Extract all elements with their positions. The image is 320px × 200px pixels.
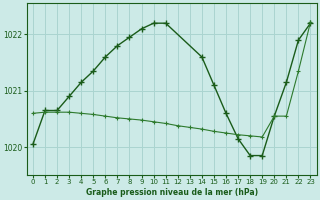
- X-axis label: Graphe pression niveau de la mer (hPa): Graphe pression niveau de la mer (hPa): [86, 188, 258, 197]
